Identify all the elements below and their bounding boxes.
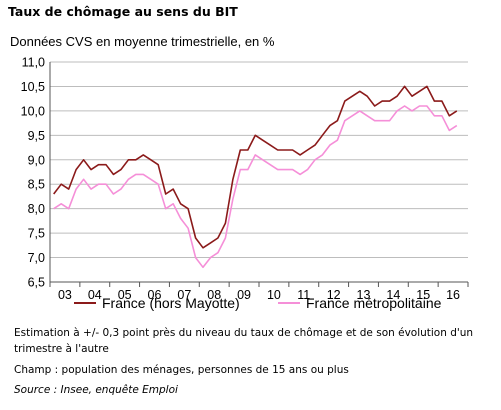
x-tick-label: 13 bbox=[357, 288, 371, 302]
series-line-france-metropolitaine bbox=[53, 105, 458, 269]
estimation-note: Estimation à +/- 0,3 point près du nivea… bbox=[14, 327, 474, 355]
x-tick-label: 14 bbox=[386, 288, 400, 302]
champ-note: Champ : population des ménages, personne… bbox=[14, 364, 349, 376]
legend-label: France métropolitaine bbox=[306, 295, 442, 311]
unemployment-line-chart: 6,5 7,0 7,5 8,0 8,5 9,0 9,5 10,0 10,5 11,0 03 04 05… bbox=[21, 56, 469, 311]
x-tick-label: 09 bbox=[237, 288, 251, 302]
chart-axes bbox=[49, 62, 469, 287]
x-tick-label: 11 bbox=[297, 288, 310, 302]
x-tick-label: 10 bbox=[267, 288, 281, 302]
x-tick-label: 16 bbox=[446, 288, 460, 302]
x-tick-label: 04 bbox=[88, 288, 102, 302]
y-tick-label: 9,5 bbox=[28, 129, 45, 143]
series-line-france-hors-mayotte bbox=[53, 85, 458, 249]
y-tick-label: 8,0 bbox=[28, 202, 45, 216]
series-lines bbox=[53, 85, 458, 269]
y-tick-labels: 6,5 7,0 7,5 8,0 8,5 9,0 9,5 10,0 10,5 11,0 bbox=[21, 56, 45, 290]
x-tick-label: 03 bbox=[58, 288, 72, 302]
y-tick-label: 8,5 bbox=[28, 178, 45, 192]
y-tick-label: 11,0 bbox=[22, 56, 45, 70]
y-tick-label: 9,0 bbox=[28, 153, 45, 167]
y-tick-label: 7,0 bbox=[28, 251, 45, 265]
x-tick-label: 15 bbox=[416, 288, 430, 302]
x-tick-label: 05 bbox=[118, 288, 132, 302]
y-tick-label: 10,0 bbox=[21, 104, 45, 118]
y-gridlines bbox=[50, 61, 468, 259]
y-tick-label: 6,5 bbox=[28, 276, 45, 290]
chart-subtitle: Données CVS en moyenne trimestrielle, en… bbox=[10, 34, 275, 49]
y-tick-label: 10,5 bbox=[21, 80, 45, 94]
chart-title: Taux de chômage au sens du BIT bbox=[8, 4, 238, 19]
x-tick-label: 12 bbox=[327, 288, 341, 302]
x-tick-label: 08 bbox=[207, 288, 221, 302]
x-tick-label: 07 bbox=[177, 288, 191, 302]
chart-legend: France (hors Mayotte) France métropolitai… bbox=[74, 295, 442, 311]
source-note: Source : Insee, enquête Emploi bbox=[14, 384, 178, 396]
x-tick-label: 06 bbox=[148, 288, 162, 302]
y-tick-label: 7,5 bbox=[28, 227, 45, 241]
legend-label: France (hors Mayotte) bbox=[102, 295, 240, 311]
x-tick-labels: 03 04 05 06 07 08 09 10 11 12 13 14 15 16 bbox=[58, 288, 460, 302]
